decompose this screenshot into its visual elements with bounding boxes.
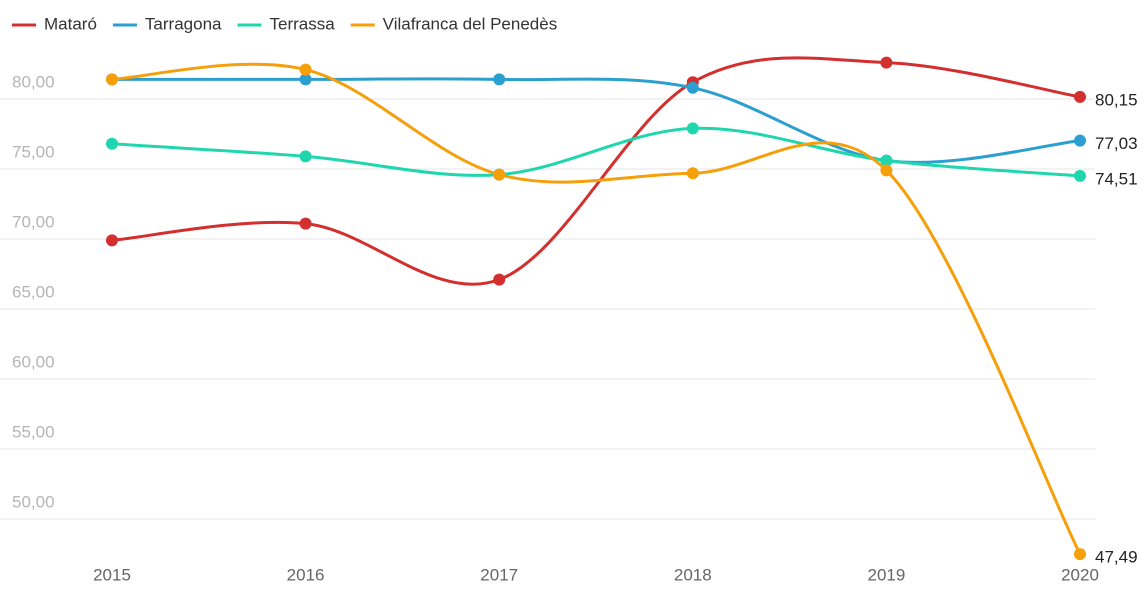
data-point	[686, 81, 699, 94]
y-tick-label: 55,00	[12, 422, 55, 441]
data-point	[299, 150, 312, 163]
y-tick-label: 60,00	[12, 352, 55, 371]
y-tick-label: 75,00	[12, 142, 55, 161]
series-line	[111, 77, 1081, 164]
data-point	[493, 168, 506, 181]
data-point	[880, 154, 893, 167]
y-tick-label: 80,00	[12, 72, 55, 91]
legend-label: Terrassa	[269, 14, 335, 33]
data-point	[493, 273, 506, 286]
data-point	[299, 63, 312, 76]
data-point	[1074, 134, 1086, 147]
data-point	[299, 217, 312, 230]
y-tick-label: 50,00	[12, 492, 55, 511]
data-point	[1074, 90, 1086, 103]
data-point	[880, 164, 893, 177]
data-point	[686, 122, 699, 135]
data-label: 80,15	[1095, 90, 1138, 109]
data-point	[106, 137, 118, 150]
x-tick-label: 2018	[674, 565, 712, 584]
data-point	[686, 167, 699, 180]
legend-label: Tarragona	[145, 14, 222, 33]
data-label: 77,03	[1095, 134, 1138, 153]
x-tick-label: 2015	[93, 565, 131, 584]
data-point	[299, 73, 312, 86]
data-point	[1074, 548, 1086, 561]
data-point	[106, 73, 118, 86]
y-tick-label: 65,00	[12, 282, 55, 301]
data-point	[880, 56, 893, 69]
legend-label: Vilafranca del Penedès	[383, 14, 558, 33]
series-line	[111, 56, 1081, 286]
x-tick-label: 2020	[1061, 565, 1099, 584]
x-tick-label: 2019	[867, 565, 905, 584]
x-tick-label: 2017	[480, 565, 518, 584]
series-line	[111, 62, 1082, 555]
series-line	[111, 126, 1081, 178]
legend-label: Mataró	[44, 14, 97, 33]
data-label: 74,51	[1095, 169, 1138, 188]
data-point	[106, 234, 118, 247]
data-point	[493, 73, 506, 86]
data-point	[1074, 169, 1086, 182]
x-tick-label: 2016	[287, 565, 325, 584]
y-tick-label: 70,00	[12, 212, 55, 231]
data-label: 47,49	[1095, 548, 1138, 567]
